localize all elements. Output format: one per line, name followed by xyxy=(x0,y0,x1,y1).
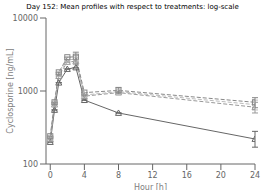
svg-text:10000: 10000 xyxy=(13,14,38,23)
html-text:Day 152: Mean profiles with re: Day 152: Mean profiles with respect to t… xyxy=(26,3,239,11)
svg-text:4: 4 xyxy=(82,171,87,180)
svg-text:Hour [h]: Hour [h] xyxy=(134,183,167,190)
svg-text:24: 24 xyxy=(250,171,257,180)
svg-text:0: 0 xyxy=(48,171,53,180)
svg-text:12: 12 xyxy=(148,171,158,180)
svg-text:8: 8 xyxy=(116,171,121,180)
svg-text:1000: 1000 xyxy=(18,87,38,96)
svg-text:16: 16 xyxy=(182,171,192,180)
svg-text:Cyclosporine [ng/mL]: Cyclosporine [ng/mL] xyxy=(8,48,15,133)
svg-text:100: 100 xyxy=(23,160,38,169)
svg-text:20: 20 xyxy=(216,171,226,180)
